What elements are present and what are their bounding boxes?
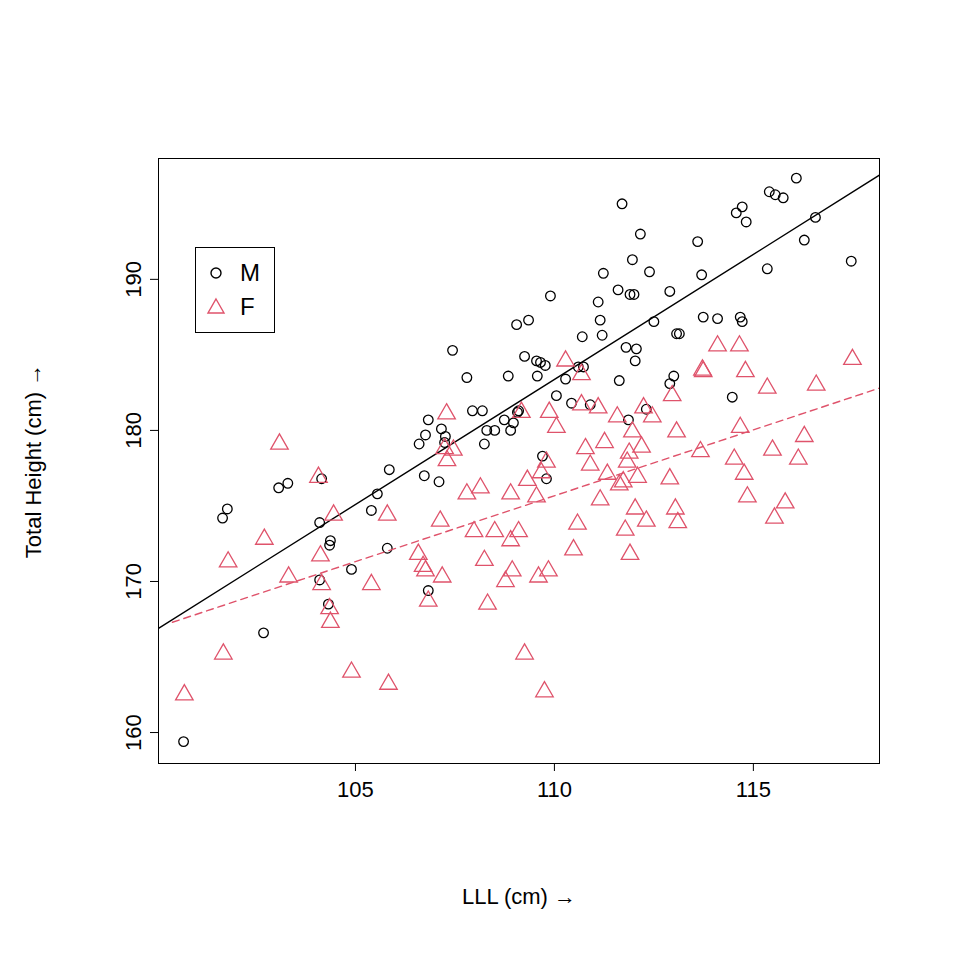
svg-text:190: 190 (121, 261, 146, 298)
svg-text:180: 180 (121, 412, 146, 449)
svg-text:105: 105 (337, 777, 374, 802)
svg-text:110: 110 (537, 777, 572, 802)
svg-text:Total Height (cm) →: Total Height (cm) → (21, 364, 46, 558)
svg-text:LLL (cm) →: LLL (cm) → (462, 884, 576, 909)
svg-text:160: 160 (121, 714, 146, 751)
html-text:M: M (240, 259, 260, 286)
html-text:F: F (240, 293, 255, 320)
svg-text:115: 115 (736, 777, 771, 802)
svg-text:170: 170 (121, 563, 146, 600)
